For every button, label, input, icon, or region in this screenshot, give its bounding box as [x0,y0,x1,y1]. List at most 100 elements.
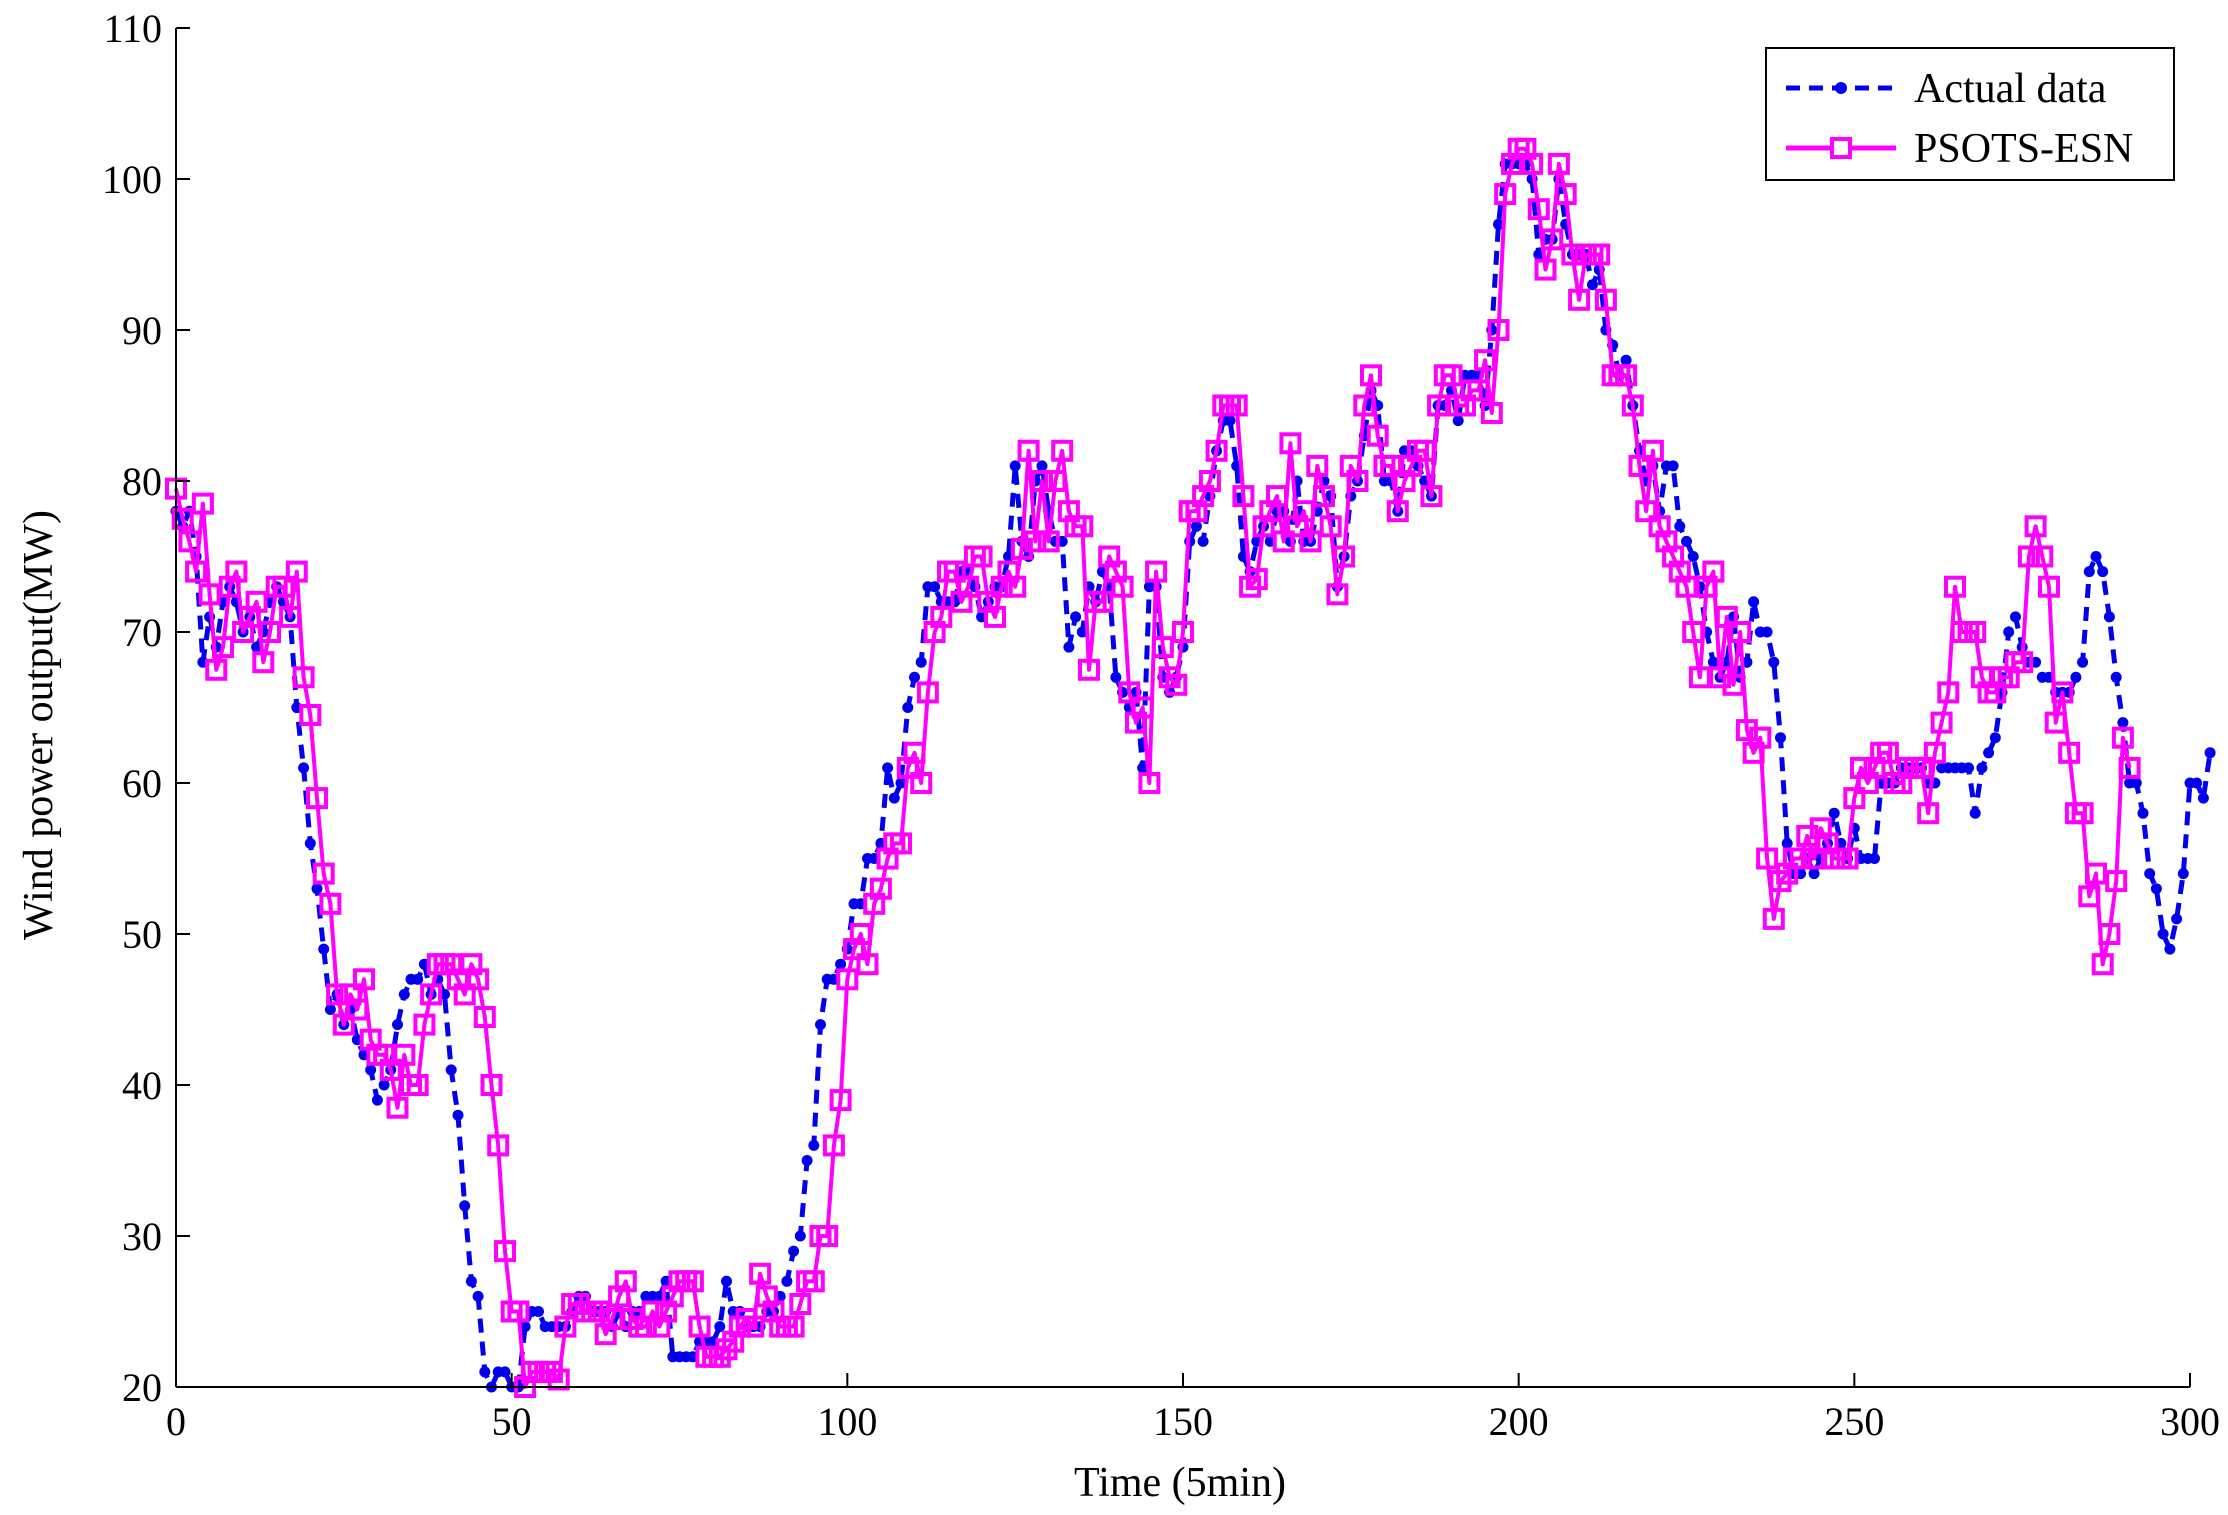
data-point-psots [292,666,315,689]
data-point-psots [1259,500,1282,523]
data-point-psots [849,923,872,945]
data-point-psots [681,1270,704,1293]
data-point-psots [245,590,268,613]
data-point-psots [473,1006,496,1028]
data-point-psots [1192,485,1215,508]
data-point-psots [252,651,275,674]
series-line-0 [173,161,2213,1390]
data-point-psots [594,1323,617,1346]
data-point-psots [1313,485,1335,508]
data-point-actual [2177,868,2189,880]
data-point-psots [1917,802,1940,825]
data-point-psots [1527,198,1550,221]
data-point-psots [2091,953,2114,976]
data-point-psots [1836,847,1859,870]
data-point-psots [1125,711,1147,734]
data-point-psots [1547,152,1570,175]
data-point-actual [909,671,920,683]
data-point-actual [371,1094,383,1106]
data-point-psots [507,1300,530,1323]
data-point-psots [1366,424,1389,447]
data-point-actual [1036,460,1048,472]
data-point-psots [923,621,946,643]
x-tick-label: 0 [166,1399,186,1444]
data-point-actual [1781,837,1793,849]
data-point-psots [1454,394,1476,417]
data-point-psots [1185,500,1208,523]
data-point-psots [460,953,483,976]
data-point-psots [1628,454,1651,477]
y-tick-label: 70 [122,610,162,655]
data-point-psots [494,1240,516,1263]
data-point-psots [950,590,973,613]
data-point-actual [714,1321,726,1333]
data-point-psots [843,938,865,961]
data-point-psots [1165,673,1188,696]
data-point-psots [205,658,228,681]
data-point-psots [661,1285,684,1308]
data-point-psots [1353,394,1376,417]
data-point-psots [1554,183,1577,206]
data-point-actual [835,958,847,970]
data-point-actual [1989,732,2001,744]
data-point-psots [601,1308,624,1330]
data-point-psots [1850,756,1872,779]
data-point-actual [324,1004,336,1015]
data-point-psots [386,1096,409,1119]
data-point-actual [929,581,941,593]
data-point-psots [2031,545,2054,568]
data-point-actual [1707,656,1719,668]
data-point-actual [1976,762,1988,774]
data-point-actual [1137,762,1149,774]
data-point-psots [218,575,241,598]
data-point-psots [829,1089,852,1112]
y-tick-label: 80 [122,459,162,504]
data-point-actual [1963,762,1974,774]
data-point-psots [312,862,335,885]
data-point-psots [782,1315,805,1338]
data-point-actual [499,1366,511,1378]
data-point-actual [298,762,310,774]
data-point-psots [2078,885,2101,908]
data-point-actual [794,1230,806,1242]
data-point-psots [299,704,322,726]
data-point-psots [762,1300,785,1323]
data-point-actual [2130,777,2142,789]
data-point-actual [1761,626,1773,638]
data-point-actual [1969,807,1981,819]
data-point-actual [1224,415,1236,427]
data-point-actual [1869,853,1880,864]
data-point-psots [641,1300,664,1323]
data-point-psots [1487,319,1510,341]
data-point-psots [1286,515,1309,538]
data-point-actual [1687,551,1699,562]
data-point-actual [808,1139,820,1151]
data-point-psots [1245,568,1268,591]
data-point-psots [1393,470,1416,492]
data-point-psots [480,1074,503,1096]
legend: Actual data PSOTS-ESN [1765,47,2175,181]
data-point-actual [882,762,894,774]
data-point-psots [2051,681,2074,704]
data-point-psots [1688,666,1711,689]
data-point-psots [467,968,490,991]
data-point-psots [1078,658,1100,681]
data-point-psots [1111,575,1134,598]
data-point-psots [1964,621,1987,643]
data-point-psots [1306,454,1329,477]
data-point-psots [1360,364,1382,387]
data-point-actual [519,1321,531,1333]
data-point-psots [1756,847,1779,870]
data-point-actual [365,1064,377,1076]
data-point-actual [1076,626,1088,638]
data-point-psots [1984,681,2007,704]
data-point-psots [1803,847,1826,870]
data-point-actual [1452,415,1464,427]
y-axis-label: Wind power output(MW) [16,510,62,940]
data-point-actual [1674,520,1686,532]
data-point-actual [1775,732,1786,744]
data-point-psots [171,507,194,530]
data-point-psots [1997,666,2020,689]
data-point-actual [915,656,927,668]
